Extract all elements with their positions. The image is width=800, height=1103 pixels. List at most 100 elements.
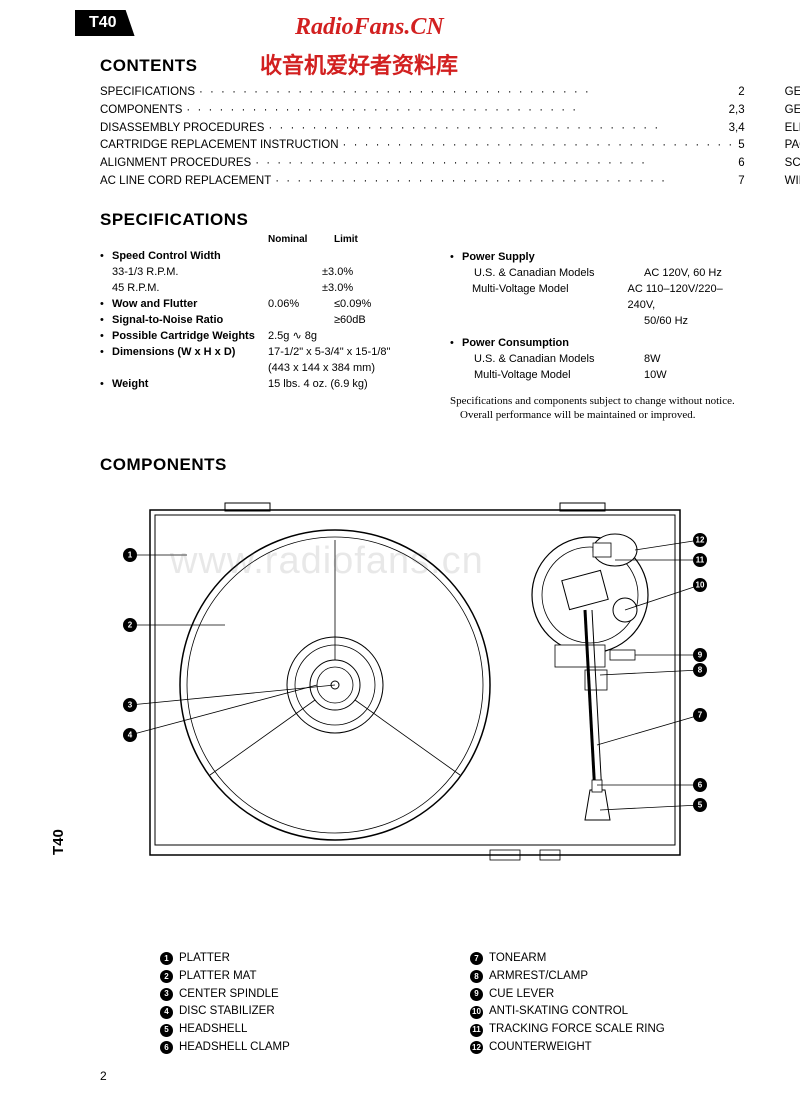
component-label: DISC STABILIZER: [179, 1003, 275, 1021]
component-item: 8ARMREST/CLAMP: [470, 968, 720, 986]
toc-label: AC LINE CORD REPLACEMENT: [100, 173, 271, 191]
component-number-badge: 3: [160, 988, 173, 1001]
component-number-badge: 4: [160, 1006, 173, 1019]
components-legend: 1PLATTER 2 PLATTER MAT 3 CENTER SPINDLE 4 DISC…: [160, 950, 720, 1057]
component-item: 7TONEARM: [470, 950, 720, 968]
toc-row: SPECIFICATIONS · · · · · · · · · · · · ·…: [100, 84, 745, 102]
toc-label: DISASSEMBLY PROCEDURES: [100, 120, 264, 138]
component-item: 2 PLATTER MAT: [160, 968, 410, 986]
toc-row: ELECTRICAL PARTS LIST · · · · · · · · · …: [785, 120, 800, 138]
component-number-badge: 1: [160, 952, 173, 965]
component-number-badge: 10: [470, 1006, 483, 1019]
svg-text:1: 1: [128, 551, 133, 560]
watermark-subtitle: 收音机爱好者资料库: [260, 48, 458, 80]
component-number-badge: 7: [470, 952, 483, 965]
spec-speed-45-limit: ±3.0%: [322, 281, 353, 297]
spec-dim-val2: (443 x 144 x 384 mm): [268, 361, 375, 377]
toc-leader-dots: · · · · · · · · · · · · · · · · · · · · …: [268, 120, 724, 138]
component-label: HEADSHELL CLAMP: [179, 1039, 290, 1057]
spec-note2: Overall performance will be maintained o…: [450, 408, 740, 422]
toc-label: CARTRIDGE REPLACEMENT INSTRUCTION: [100, 137, 339, 155]
specifications-block: Nominal Limit •Speed Control Width 33-1/…: [100, 234, 740, 422]
component-item: 11TRACKING FORCE SCALE RING: [470, 1021, 720, 1039]
toc-label: WIRING DIAGRAM: [785, 173, 800, 191]
toc-label: SCHEMATIC DIAGRAM: [785, 155, 800, 173]
component-number-badge: 6: [160, 1041, 173, 1054]
component-item: 10 ANTI-SKATING CONTROL: [470, 1003, 720, 1021]
components-heading: COMPONENTS: [100, 455, 227, 475]
spec-wow-nom: 0.06%: [268, 297, 334, 313]
diagram-svg: 1234 12111098765: [95, 495, 715, 875]
component-item: 5 HEADSHELL: [160, 1021, 410, 1039]
contents-heading: CONTENTS: [100, 56, 198, 76]
spec-cart-val: 2.5g ∿ 8g: [268, 329, 317, 345]
svg-text:8: 8: [698, 666, 703, 675]
spec-speed-33: 33-1/3 R.P.M.: [100, 265, 256, 281]
col-limit: Limit: [334, 234, 358, 245]
toc-page: 5: [738, 137, 744, 155]
component-label: HEADSHELL: [179, 1021, 247, 1039]
model-badge: T40: [75, 10, 135, 36]
toc-label: ELECTRICAL PARTS LIST: [785, 120, 800, 138]
component-number-badge: 5: [160, 1024, 173, 1037]
toc-row: ALIGNMENT PROCEDURES · · · · · · · · · ·…: [100, 155, 745, 173]
spec-ps-mv-val1: AC 110–120V/220–240V,: [628, 282, 741, 314]
svg-text:11: 11: [696, 556, 705, 565]
watermark-site: RadioFans.CN: [295, 14, 444, 41]
toc-page: 2: [738, 84, 744, 102]
spec-pc-us-val: 8W: [644, 352, 661, 368]
spec-weight: Weight: [112, 377, 268, 393]
side-model-label: T40: [50, 829, 67, 855]
component-item: 9CUE LEVER: [470, 986, 720, 1004]
spec-ps-us-label: U.S. & Canadian Models: [474, 266, 644, 282]
component-number-badge: 12: [470, 1041, 483, 1054]
component-label: PLATTER MAT: [179, 968, 257, 986]
svg-text:10: 10: [696, 581, 705, 590]
col-nominal: Nominal: [268, 234, 334, 245]
svg-text:5: 5: [698, 801, 703, 810]
spec-wow-lim: ≤0.09%: [334, 297, 371, 313]
toc-leader-dots: · · · · · · · · · · · · · · · · · · · · …: [199, 84, 734, 102]
component-label: CENTER SPINDLE: [179, 986, 279, 1004]
component-number-badge: 9: [470, 988, 483, 1001]
toc-label: ALIGNMENT PROCEDURES: [100, 155, 251, 173]
svg-text:3: 3: [128, 701, 133, 710]
spec-pc-mv-val: 10W: [644, 368, 667, 384]
toc-row: WIRING DIAGRAM · · · · · · · · · · · · ·…: [785, 173, 800, 191]
component-label: COUNTERWEIGHT: [489, 1039, 592, 1057]
toc-page: 6: [738, 155, 744, 173]
toc-col-left: SPECIFICATIONS · · · · · · · · · · · · ·…: [100, 84, 745, 191]
toc-label: GENERAL UNIT PARTS LIST: [785, 102, 800, 120]
component-number-badge: 2: [160, 970, 173, 983]
toc-leader-dots: · · · · · · · · · · · · · · · · · · · · …: [275, 173, 734, 191]
spec-dim: Dimensions (W x H x D): [112, 345, 268, 361]
svg-text:7: 7: [698, 711, 703, 720]
spec-speed-45: 45 R.P.M.: [100, 281, 256, 297]
toc-row: GENERAL UNIT PARTS LIST · · · · · · · · …: [785, 102, 800, 120]
component-item: 1PLATTER: [160, 950, 410, 968]
toc-row: AC LINE CORD REPLACEMENT · · · · · · · ·…: [100, 173, 745, 191]
spec-pc-mv-label: Multi-Voltage Model: [474, 368, 644, 384]
toc-row: DISASSEMBLY PROCEDURES · · · · · · · · ·…: [100, 120, 745, 138]
toc-row: SCHEMATIC DIAGRAM · · · · · · · · · · · …: [785, 155, 800, 173]
spec-snr: Signal-to-Noise Ratio: [112, 313, 268, 329]
toc-row: CARTRIDGE REPLACEMENT INSTRUCTION · · · …: [100, 137, 745, 155]
toc-page: 3,4: [729, 120, 745, 138]
toc-leader-dots: · · · · · · · · · · · · · · · · · · · · …: [255, 155, 734, 173]
toc-col-right: GENERAL UNIT EXPLODED VIEW · · · · · · ·…: [785, 84, 800, 191]
spec-snr-lim: ≥60dB: [334, 313, 366, 329]
spec-wow: Wow and Flutter: [112, 297, 268, 313]
toc-leader-dots: · · · · · · · · · · · · · · · · · · · · …: [343, 137, 735, 155]
spec-dim-val1: 17-1/2" x 5-3/4" x 15-1/8": [268, 345, 390, 361]
component-label: ANTI-SKATING CONTROL: [489, 1003, 628, 1021]
spec-ps-mv-val2: 50/60 Hz: [644, 314, 688, 330]
svg-text:12: 12: [696, 536, 705, 545]
toc-label: PACKAGE: [785, 137, 800, 155]
svg-text:4: 4: [128, 731, 133, 740]
component-label: TRACKING FORCE SCALE RING: [489, 1021, 665, 1039]
turntable-diagram: 1234 12111098765: [95, 495, 715, 875]
spec-speed-control: Speed Control Width: [112, 249, 268, 265]
components-col-left: 1PLATTER 2 PLATTER MAT 3 CENTER SPINDLE 4 DISC…: [160, 950, 410, 1057]
spec-power-cons: Power Consumption: [462, 336, 569, 352]
toc-row: GENERAL UNIT EXPLODED VIEW · · · · · · ·…: [785, 84, 800, 102]
